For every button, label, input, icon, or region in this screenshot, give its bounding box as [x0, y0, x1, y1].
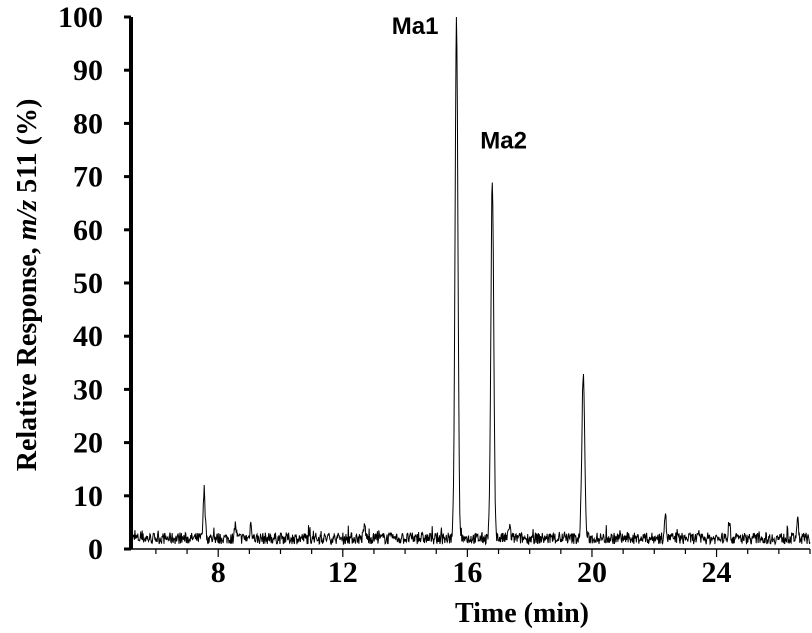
peak-annotations: Ma1 Ma2 [392, 13, 527, 154]
y-tick-label: 90 [73, 54, 103, 87]
peak-label-ma2: Ma2 [480, 127, 527, 154]
trace-group [130, 16, 811, 546]
x-axis: 8 12 16 20 24 [131, 548, 811, 589]
y-tick-label: 70 [73, 161, 103, 194]
y-tick-label: 30 [73, 373, 103, 406]
y-tick-label: 60 [73, 214, 103, 247]
y-axis: 0 10 20 30 40 50 60 70 80 90 100 [58, 1, 133, 566]
y-tick-label: 80 [73, 107, 103, 140]
x-tick-label: 24 [702, 556, 732, 589]
chromatogram-trace [130, 16, 811, 546]
y-axis-title-prefix: Relative Response, [12, 240, 43, 471]
y-tick-label: 50 [73, 267, 103, 300]
x-tick-label: 12 [328, 556, 358, 589]
x-tick-label: 16 [452, 556, 482, 589]
y-tick-label: 40 [73, 320, 103, 353]
x-tick-label: 8 [211, 556, 226, 589]
x-axis-title: Time (min) [455, 598, 589, 629]
y-axis-title-italic: m/z [12, 200, 43, 241]
y-axis-title-suffix: 511 (%) [12, 99, 43, 200]
x-tick-label: 20 [577, 556, 607, 589]
y-tick-label: 10 [73, 480, 103, 513]
y-axis-title: Relative Response, m/z 511 (%) [12, 99, 43, 472]
y-tick-label: 20 [73, 427, 103, 460]
y-tick-label: 100 [58, 1, 103, 34]
peak-label-ma1: Ma1 [392, 13, 439, 40]
y-tick-label: 0 [88, 533, 103, 566]
